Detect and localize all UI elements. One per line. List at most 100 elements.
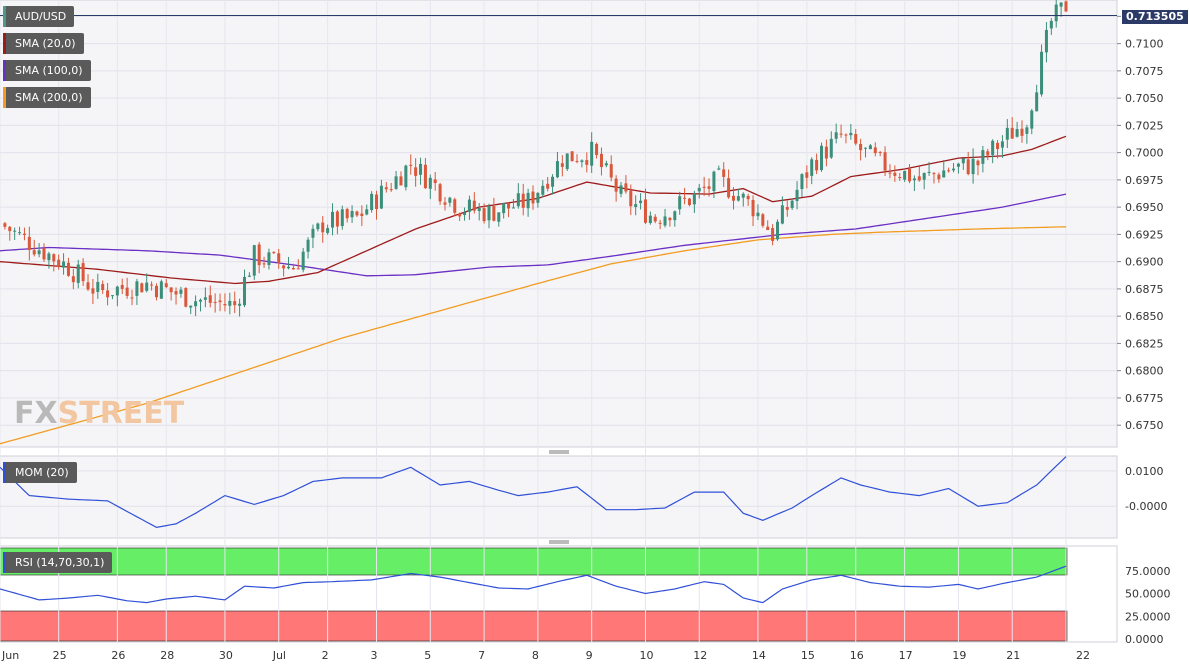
candle-body bbox=[971, 158, 975, 175]
candle-body bbox=[27, 236, 31, 250]
candle-body bbox=[482, 208, 486, 222]
panel-splitter-1[interactable] bbox=[549, 450, 569, 454]
price-tick-label: 0.6750 bbox=[1125, 419, 1164, 432]
candle-body bbox=[404, 165, 408, 188]
candle-body bbox=[736, 196, 740, 201]
candle-body bbox=[991, 140, 995, 155]
candle-body bbox=[32, 250, 36, 255]
candle-body bbox=[306, 239, 310, 252]
candle-body bbox=[291, 268, 295, 270]
panel-splitter-2[interactable] bbox=[549, 540, 569, 544]
time-tick-label: Jul bbox=[272, 649, 286, 662]
legend-swatch-sma200 bbox=[3, 87, 6, 108]
candle-body bbox=[316, 223, 320, 230]
candle-body bbox=[154, 285, 158, 298]
candle-body bbox=[595, 143, 599, 155]
candle-body bbox=[780, 205, 784, 224]
candle-body bbox=[551, 176, 555, 187]
price-tick-label: 0.7000 bbox=[1125, 147, 1164, 160]
candle-body bbox=[37, 250, 41, 255]
candle-body bbox=[541, 185, 545, 195]
candle-body bbox=[1044, 29, 1048, 53]
candle-body bbox=[428, 177, 432, 189]
candle-body bbox=[203, 297, 207, 300]
candle-body bbox=[13, 230, 17, 232]
candle-body bbox=[761, 214, 765, 226]
candle-body bbox=[492, 206, 496, 221]
candle-body bbox=[727, 178, 731, 198]
candle-body bbox=[8, 226, 12, 232]
candle-body bbox=[399, 176, 403, 186]
price-panel bbox=[0, 0, 1118, 448]
candle-body bbox=[135, 281, 139, 296]
candle-body bbox=[66, 262, 70, 276]
candle-body bbox=[365, 209, 369, 215]
candle-body bbox=[888, 172, 892, 174]
candle-body bbox=[697, 187, 701, 192]
time-tick-label: Jun bbox=[1, 649, 19, 662]
candle-body bbox=[96, 281, 100, 292]
candle-body bbox=[414, 167, 418, 176]
candle-body bbox=[389, 189, 393, 191]
candle-body bbox=[1015, 129, 1019, 137]
candle-body bbox=[110, 295, 114, 297]
candle-body bbox=[282, 265, 286, 269]
candle-body bbox=[634, 204, 638, 208]
candle-body bbox=[790, 200, 794, 208]
candle-body bbox=[296, 268, 300, 270]
candle-body bbox=[643, 199, 647, 223]
candle-body bbox=[438, 184, 442, 202]
candle-body bbox=[463, 212, 467, 216]
candle-body bbox=[1020, 128, 1024, 136]
candle-body bbox=[360, 213, 364, 217]
candle-body bbox=[3, 223, 7, 227]
legend-swatch-rsi bbox=[3, 552, 6, 573]
candle-body bbox=[604, 163, 608, 166]
candle-body bbox=[335, 211, 339, 227]
candle-body bbox=[355, 211, 359, 216]
candle-body bbox=[502, 203, 506, 214]
candle-body bbox=[179, 289, 183, 294]
candle-body bbox=[164, 283, 168, 288]
candle-body bbox=[370, 193, 374, 211]
candle-body bbox=[228, 300, 232, 306]
candle-body bbox=[663, 216, 667, 226]
candle-body bbox=[908, 168, 912, 182]
candle-body bbox=[443, 202, 447, 205]
rsi-overbought-zone bbox=[0, 547, 1068, 576]
candle-body bbox=[1005, 127, 1009, 140]
candle-body bbox=[952, 168, 956, 171]
candle-body bbox=[526, 192, 530, 209]
candle-body bbox=[668, 217, 672, 221]
candle-body bbox=[653, 216, 657, 222]
candle-body bbox=[71, 276, 75, 283]
candle-body bbox=[873, 147, 877, 154]
candle-body bbox=[130, 297, 134, 299]
candle-body bbox=[531, 191, 535, 204]
candle-body bbox=[57, 259, 61, 268]
price-tick-label: 0.7075 bbox=[1125, 65, 1164, 78]
candle-body bbox=[18, 232, 22, 234]
rsi-tick-label: 0.0000 bbox=[1125, 633, 1164, 646]
candle-body bbox=[1064, 1, 1068, 12]
time-tick-label: 8 bbox=[532, 649, 539, 662]
candle-body bbox=[242, 276, 247, 306]
candle-body bbox=[516, 193, 520, 207]
candle-body bbox=[106, 290, 110, 298]
candlestick-series bbox=[3, 0, 1068, 317]
candle-body bbox=[585, 160, 589, 165]
candle-body bbox=[423, 164, 427, 189]
rsi-tick-label: 50.0000 bbox=[1125, 588, 1171, 601]
price-tick-label: 0.6875 bbox=[1125, 283, 1164, 296]
legend-symbol: AUD/USD bbox=[3, 6, 75, 27]
candle-body bbox=[912, 178, 916, 181]
candle-body bbox=[497, 212, 501, 222]
candle-body bbox=[785, 207, 789, 210]
candle-body bbox=[169, 287, 173, 293]
candle-body bbox=[927, 171, 931, 173]
candle-body bbox=[883, 152, 887, 171]
candle-body bbox=[218, 300, 222, 303]
sma-200-line bbox=[0, 226, 1067, 445]
candle-body bbox=[267, 252, 271, 266]
candle-body bbox=[477, 208, 481, 212]
